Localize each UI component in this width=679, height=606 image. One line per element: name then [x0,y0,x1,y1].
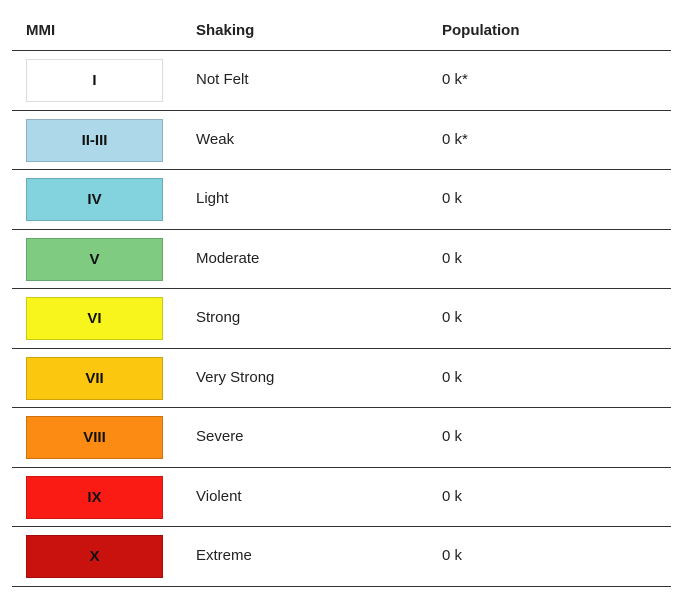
table-row: IV Light 0 k [12,170,671,230]
mmi-badge: V [26,237,163,281]
table-row: X Extreme 0 k [12,527,671,587]
mmi-badge: II-III [26,118,163,162]
mmi-badge: VI [26,297,163,340]
shaking-cell: Severe [196,428,244,445]
shaking-cell: Violent [196,487,242,505]
shaking-cell: Light [196,190,229,207]
header-cell: Population [442,22,520,39]
shaking-cell: Strong [196,309,241,326]
mmi-badge: IX [26,475,163,519]
mmi-table: MMI Shaking Population I Not Felt 0 k* II-I… [12,0,671,587]
population-cell: 0 k [442,428,463,445]
shaking-cell: Very Strong [196,368,275,386]
table-row: IX Violent 0 k [12,468,671,527]
mmi-badge: X [26,535,163,578]
population-cell: 0 k [442,547,463,564]
shaking-cell: Not Felt [196,71,249,88]
mmi-badge: VIII [26,416,163,459]
mmi-badge: IV [26,178,163,221]
header-cell: MMI [26,22,56,39]
mmi-badge: VII [26,356,163,400]
header-row: MMI Shaking Population [12,0,671,51]
population-cell: 0 k [442,190,463,207]
table-row: I Not Felt 0 k* [12,51,671,111]
table-row: VI Strong 0 k [12,289,671,349]
population-cell: 0 k* [442,130,468,148]
population-cell: 0 k [442,487,463,505]
population-cell: 0 k* [442,71,468,88]
population-cell: 0 k [442,249,463,267]
table-row: VIII Severe 0 k [12,408,671,468]
table-row: II-III Weak 0 k* [12,111,671,170]
shaking-cell: Weak [196,130,235,148]
header-cell: Shaking [196,22,255,39]
shaking-cell: Moderate [196,249,260,267]
shaking-cell: Extreme [196,547,252,564]
table-row: V Moderate 0 k [12,230,671,289]
population-cell: 0 k [442,368,463,386]
table-row: VII Very Strong 0 k [12,349,671,408]
mmi-badge: I [26,59,163,102]
population-cell: 0 k [442,309,463,326]
